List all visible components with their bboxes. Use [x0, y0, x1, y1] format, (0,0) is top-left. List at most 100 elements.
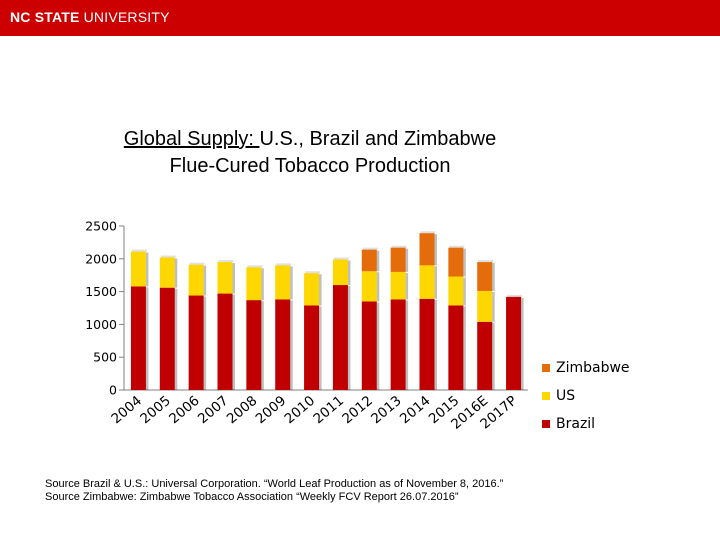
bar-top-2007 — [218, 260, 234, 263]
legend-swatch-brazil — [542, 420, 550, 428]
x-tick-label-2009: 2009 — [253, 393, 290, 427]
bar-side-us-2014 — [434, 266, 438, 299]
legend-item-zimbabwe: Zimbabwe — [542, 360, 630, 376]
x-tick-label-2008: 2008 — [224, 393, 261, 427]
logo-rest: UNIVERSITY — [79, 9, 170, 25]
y-tick-label-2500: 2500 — [85, 219, 117, 234]
bar-brazil-2014 — [419, 298, 435, 390]
bar-side-us-2012 — [376, 272, 380, 302]
bar-side-us-2006 — [203, 265, 207, 296]
bar-brazil-2015 — [448, 305, 464, 390]
x-tick-label-2013: 2013 — [368, 393, 405, 427]
legend-item-us: US — [542, 388, 575, 404]
bar-us-2016e — [477, 290, 493, 322]
bar-us-2007 — [217, 262, 233, 294]
bar-brazil-2016e — [477, 321, 493, 390]
bar-top-2008 — [247, 265, 263, 268]
x-tick-label-2014: 2014 — [397, 393, 434, 427]
bar-us-2014 — [419, 265, 435, 299]
bar-brazil-2017p — [506, 296, 522, 390]
x-tick-label-2005: 2005 — [137, 393, 174, 427]
bar-brazil-2011 — [332, 285, 348, 390]
bar-side-us-2011 — [347, 260, 351, 286]
bar-side-brazil-2007 — [232, 294, 236, 390]
legend-swatch-us — [542, 392, 550, 400]
bar-zimbabwe-2015 — [448, 247, 464, 277]
bar-us-2006 — [188, 264, 204, 296]
bar-us-2013 — [390, 271, 406, 300]
bar-us-2012 — [361, 271, 377, 302]
bar-brazil-2012 — [361, 301, 377, 390]
x-tick-label-2007: 2007 — [195, 393, 232, 427]
bar-top-2012 — [362, 247, 378, 250]
header-bar: NC STATE UNIVERSITY — [0, 0, 720, 36]
bar-brazil-2008 — [246, 300, 262, 390]
y-tick-label-1000: 1000 — [85, 317, 117, 332]
bar-zimbabwe-2012 — [361, 249, 377, 272]
bar-side-us-2015 — [463, 277, 466, 306]
chart-title-line1: Global Supply: U.S., Brazil and Zimbabwe — [40, 126, 580, 153]
bar-side-zimbabwe-2012 — [376, 250, 380, 272]
bar-top-2017p — [507, 294, 523, 297]
chart-title: Global Supply: U.S., Brazil and Zimbabwe… — [40, 126, 580, 180]
bar-top-2011 — [333, 257, 349, 260]
x-tick-label-2006: 2006 — [166, 393, 203, 427]
bar-side-us-2005 — [174, 258, 178, 288]
bar-us-2005 — [159, 257, 175, 288]
bar-side-brazil-2009 — [290, 300, 293, 390]
bar-side-us-2013 — [405, 272, 409, 300]
bar-side-brazil-2015 — [463, 306, 466, 390]
bar-brazil-2005 — [159, 287, 175, 390]
x-tick-label-2004: 2004 — [108, 393, 145, 427]
bar-us-2008 — [246, 267, 262, 301]
bar-brazil-2009 — [275, 299, 291, 390]
bar-top-2004 — [131, 249, 147, 252]
legend-label-zimbabwe: Zimbabwe — [556, 360, 630, 376]
nc-state-logo: NC STATE UNIVERSITY — [10, 9, 170, 25]
bar-side-brazil-2010 — [319, 306, 322, 390]
bar-side-zimbabwe-2016e — [492, 263, 495, 291]
bar-top-2010 — [305, 271, 321, 274]
bar-side-us-2016e — [492, 291, 495, 322]
bar-top-2006 — [189, 262, 205, 265]
bar-side-zimbabwe-2014 — [434, 234, 438, 266]
legend-swatch-zimbabwe — [542, 364, 550, 372]
legend-label-brazil: Brazil — [556, 416, 596, 432]
bar-side-brazil-2008 — [261, 301, 264, 390]
bar-side-brazil-2011 — [347, 286, 351, 390]
chart-title-underlined: Global Supply: — [123, 128, 260, 150]
y-tick-label-1500: 1500 — [85, 284, 117, 299]
bar-top-2015 — [449, 245, 465, 248]
bar-side-brazil-2013 — [405, 300, 409, 390]
y-tick-label-0: 0 — [109, 383, 117, 398]
bar-brazil-2007 — [217, 293, 233, 390]
bar-side-zimbabwe-2015 — [463, 248, 466, 277]
legend-item-brazil: Brazil — [542, 416, 595, 432]
bar-side-brazil-2005 — [174, 288, 178, 390]
bar-us-2004 — [130, 251, 146, 287]
source-line-2: Source Zimbabwe: Zimbabwe Tobacco Associ… — [45, 491, 459, 503]
bar-zimbabwe-2014 — [419, 233, 435, 266]
bar-us-2009 — [275, 265, 291, 300]
bar-us-2011 — [332, 259, 348, 286]
bar-top-2005 — [160, 255, 176, 258]
bar-brazil-2010 — [304, 305, 320, 390]
x-tick-label-2011: 2011 — [310, 393, 347, 427]
chart-title-line1-rest: U.S., Brazil and Zimbabwe — [259, 128, 497, 150]
bar-side-brazil-2014 — [434, 299, 438, 390]
y-tick-label-2000: 2000 — [85, 251, 117, 266]
bar-zimbabwe-2016e — [477, 262, 493, 291]
bar-brazil-2013 — [390, 299, 406, 390]
bar-side-brazil-2012 — [376, 302, 380, 390]
bar-us-2010 — [304, 273, 320, 306]
source-note: Source Brazil & U.S.: Universal Corporat… — [45, 478, 503, 504]
bar-side-us-2008 — [261, 268, 264, 301]
legend-label-us: US — [556, 388, 576, 404]
bar-top-2014 — [420, 231, 436, 234]
bar-side-zimbabwe-2013 — [405, 248, 409, 272]
source-line-1: Source Brazil & U.S.: Universal Corporat… — [45, 478, 504, 490]
bar-side-us-2010 — [319, 274, 322, 306]
bar-side-brazil-2004 — [145, 287, 149, 390]
bar-brazil-2004 — [130, 286, 146, 390]
